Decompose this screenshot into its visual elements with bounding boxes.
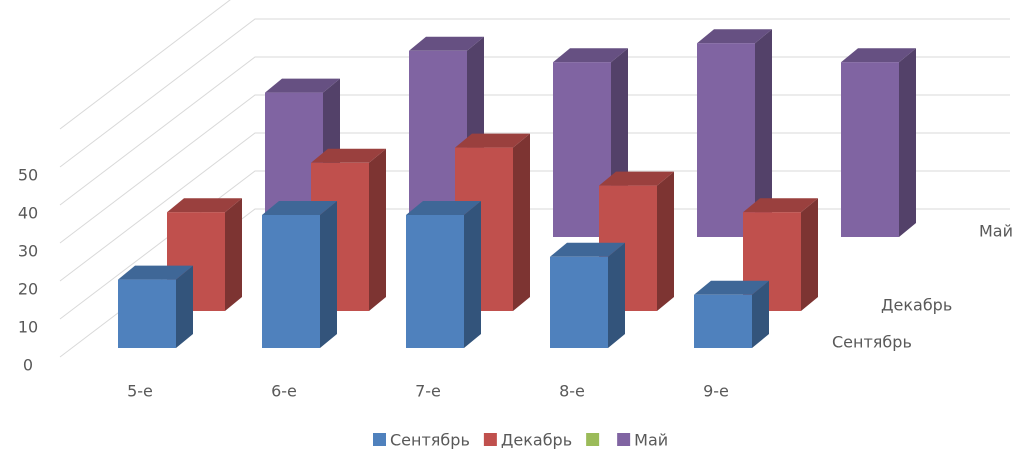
legend-swatch [617,433,631,446]
y-tick-label: 30 [18,242,38,261]
depth-label: Май [979,222,1013,241]
legend-label: Декабрь [501,431,572,450]
bar-top [841,48,916,63]
bar-side [899,48,916,238]
bar-side [752,280,769,348]
bar-side [320,201,337,348]
bar-top [409,36,484,51]
bar-top [262,201,337,215]
bar-side [225,198,242,311]
bar [694,294,752,348]
bar-top [167,198,242,213]
legend-label: Май [634,431,668,450]
bar-side [801,198,818,311]
legend-swatch [586,433,600,446]
y-tick-label: 0 [23,356,33,375]
bar-top [455,133,530,148]
grid-line [59,18,1010,168]
bar-side [369,148,386,311]
bar [697,43,755,238]
depth-label: Сентябрь [832,333,912,352]
bar-top [311,148,386,163]
bar [406,215,464,348]
bar-side [608,242,625,348]
x-tick-label: 6-е [271,382,297,401]
bar [550,256,608,348]
bar [118,279,176,348]
legend-swatch [483,433,497,446]
bar-top [743,198,818,213]
y-tick-label: 40 [18,204,38,223]
legend-swatch [373,433,386,446]
bar-side [464,201,481,348]
y-tick-label: 50 [18,166,38,185]
depth-label: Декабрь [881,296,952,315]
bar-top [406,201,481,215]
y-tick-label: 20 [18,280,38,299]
bar-side [657,171,674,311]
bar-top [553,48,628,63]
bar-side [176,265,193,348]
grid-line [59,0,231,130]
bar-top [599,171,674,186]
bar [841,62,899,238]
bar-top [550,242,625,257]
bar-top [697,29,772,44]
x-tick-label: 8-е [559,382,585,401]
y-tick-label: 10 [18,318,38,337]
legend-label: Сентябрь [390,431,470,450]
bar-top [265,78,340,93]
x-tick-label: 5-е [127,382,153,401]
bar-top [118,265,193,280]
bar-side [513,133,530,311]
bar [262,215,320,348]
x-tick-label: 9-е [703,382,729,401]
bar-side [755,29,772,238]
bar-top [694,280,769,295]
x-tick-label: 7-е [415,382,441,401]
